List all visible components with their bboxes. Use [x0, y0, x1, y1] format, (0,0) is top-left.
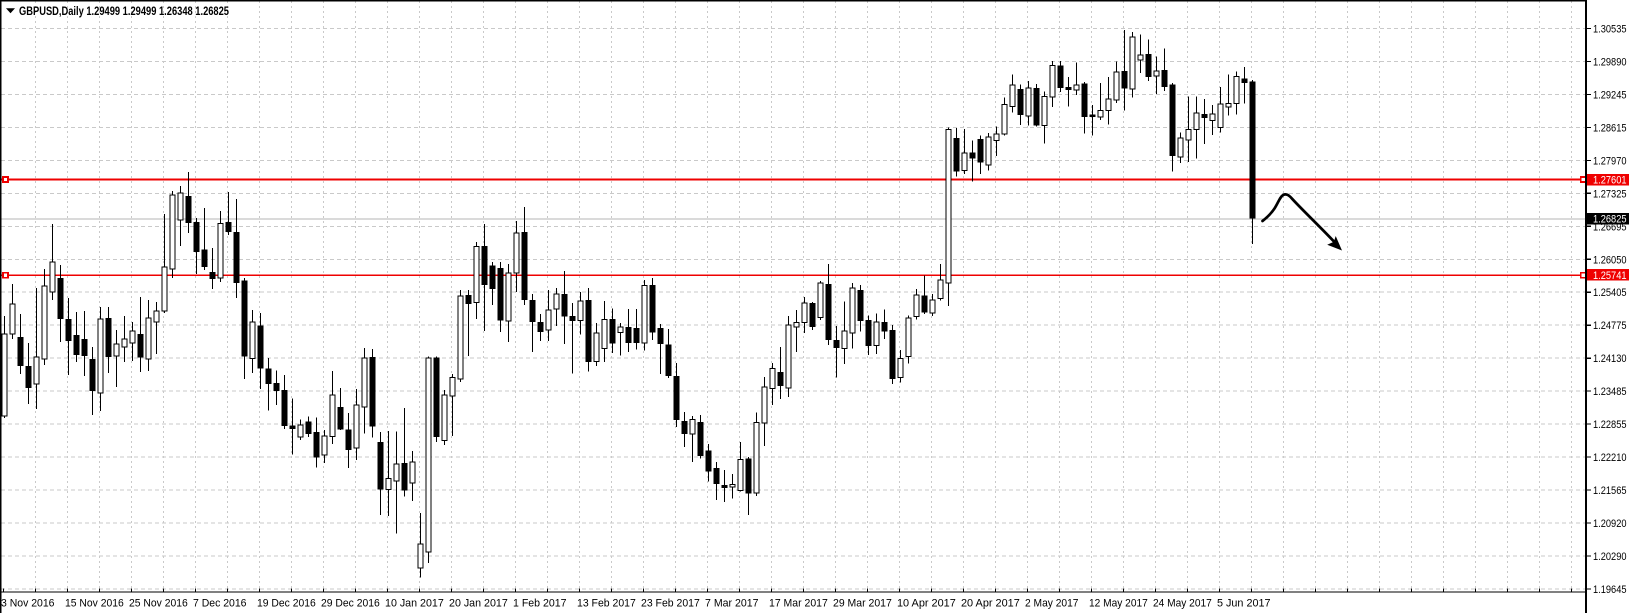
svg-text:19 Dec 2016: 19 Dec 2016 — [257, 598, 316, 610]
svg-text:1.25405: 1.25405 — [1593, 287, 1627, 299]
svg-text:1.20290: 1.20290 — [1593, 551, 1627, 563]
svg-text:1.27601: 1.27601 — [1593, 175, 1627, 187]
svg-text:3 Nov 2016: 3 Nov 2016 — [1, 598, 55, 610]
svg-text:1.30535: 1.30535 — [1593, 24, 1627, 36]
svg-text:1.29245: 1.29245 — [1593, 89, 1627, 101]
svg-text:1.23485: 1.23485 — [1593, 386, 1627, 398]
svg-text:10 Jan 2017: 10 Jan 2017 — [385, 598, 444, 610]
svg-text:1 Feb 2017: 1 Feb 2017 — [513, 598, 567, 610]
svg-text:1.21565: 1.21565 — [1593, 485, 1627, 497]
svg-text:20 Apr 2017: 20 Apr 2017 — [961, 598, 1020, 610]
svg-text:10 Apr 2017: 10 Apr 2017 — [897, 598, 956, 610]
svg-text:1.28615: 1.28615 — [1593, 122, 1627, 134]
svg-text:29 Mar 2017: 29 Mar 2017 — [833, 598, 892, 610]
svg-text:1.24775: 1.24775 — [1593, 320, 1627, 332]
svg-text:1.22210: 1.22210 — [1593, 452, 1627, 464]
svg-text:20 Jan 2017: 20 Jan 2017 — [449, 598, 508, 610]
svg-text:1.20920: 1.20920 — [1593, 518, 1627, 530]
svg-text:15 Nov 2016: 15 Nov 2016 — [65, 598, 124, 610]
svg-text:2 May 2017: 2 May 2017 — [1025, 598, 1079, 610]
svg-text:1.27325: 1.27325 — [1593, 188, 1627, 200]
svg-text:24 May 2017: 24 May 2017 — [1153, 598, 1212, 610]
svg-text:1.25741: 1.25741 — [1593, 270, 1627, 282]
svg-text:1.26825: 1.26825 — [1593, 214, 1627, 226]
svg-text:1.26050: 1.26050 — [1593, 254, 1627, 266]
svg-text:7 Mar 2017: 7 Mar 2017 — [705, 598, 759, 610]
svg-text:1.29890: 1.29890 — [1593, 56, 1627, 68]
svg-text:1.27970: 1.27970 — [1593, 155, 1627, 167]
svg-text:23 Feb 2017: 23 Feb 2017 — [641, 598, 700, 610]
svg-text:25 Nov 2016: 25 Nov 2016 — [129, 598, 188, 610]
svg-text:17 Mar 2017: 17 Mar 2017 — [769, 598, 828, 610]
svg-text:7 Dec 2016: 7 Dec 2016 — [193, 598, 247, 610]
svg-text:1.24130: 1.24130 — [1593, 353, 1627, 365]
svg-text:1.22855: 1.22855 — [1593, 419, 1627, 431]
svg-text:29 Dec 2016: 29 Dec 2016 — [321, 598, 380, 610]
svg-text:1.19645: 1.19645 — [1593, 584, 1627, 596]
svg-text:GBPUSD,Daily 1.29499 1.29499: GBPUSD,Daily 1.29499 1.29499 1.26348 1.2… — [19, 4, 229, 18]
svg-text:13 Feb 2017: 13 Feb 2017 — [577, 598, 636, 610]
svg-text:5 Jun 2017: 5 Jun 2017 — [1217, 598, 1271, 610]
svg-text:12 May 2017: 12 May 2017 — [1089, 598, 1148, 610]
